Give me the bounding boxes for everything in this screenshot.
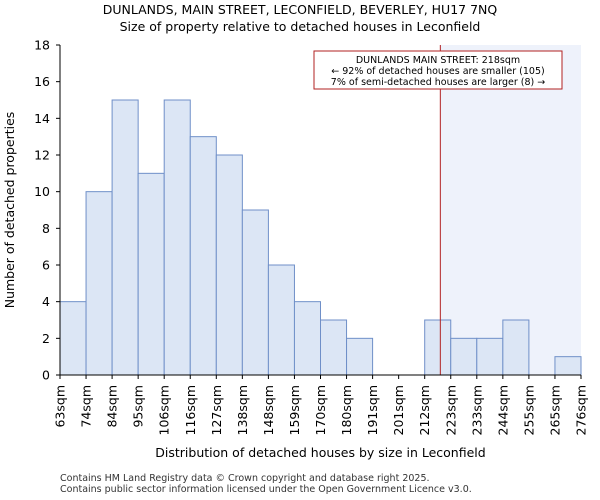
bars-group bbox=[59, 99, 582, 376]
bar-170sqm bbox=[320, 319, 348, 376]
footer-line-2: Contains public sector information licen… bbox=[60, 484, 472, 495]
bar-106sqm bbox=[163, 99, 191, 376]
x-tick-label: 233sqm bbox=[469, 385, 484, 435]
x-tick-label: 191sqm bbox=[365, 385, 380, 435]
y-ticks-group: 0 2 4 6 8 10 12 14 16 18 bbox=[34, 38, 60, 383]
bar-223sqm bbox=[450, 337, 478, 376]
bar-244sqm bbox=[502, 319, 530, 376]
x-tick-label: 255sqm bbox=[521, 385, 536, 435]
title-line-2: Size of property relative to detached ho… bbox=[120, 19, 481, 34]
bar-148sqm bbox=[267, 264, 295, 376]
x-tick-label: 201sqm bbox=[391, 385, 406, 435]
x-axis-label: Distribution of detached houses by size … bbox=[155, 445, 485, 460]
bar-233sqm bbox=[476, 337, 504, 376]
annotation-line-2: ← 92% of detached houses are smaller (10… bbox=[331, 66, 544, 77]
x-tick-label: 223sqm bbox=[443, 385, 458, 435]
bar-180sqm bbox=[346, 337, 374, 376]
y-tick-label: 18 bbox=[34, 38, 50, 53]
x-tick-label: 244sqm bbox=[495, 385, 510, 435]
y-tick-label: 16 bbox=[34, 74, 50, 89]
x-tick-label: 159sqm bbox=[287, 385, 302, 435]
bar-138sqm bbox=[241, 209, 269, 376]
y-axis-label: Number of detached properties bbox=[2, 112, 17, 309]
x-tick-label: 116sqm bbox=[183, 385, 198, 435]
x-tick-label: 127sqm bbox=[209, 385, 224, 435]
title-line-1: DUNLANDS, MAIN STREET, LECONFIELD, BEVER… bbox=[103, 2, 498, 17]
bar-212sqm bbox=[424, 319, 452, 376]
bar-127sqm bbox=[215, 154, 243, 376]
x-tick-label: 84sqm bbox=[105, 385, 120, 428]
y-tick-label: 4 bbox=[42, 294, 50, 309]
x-tick-label: 276sqm bbox=[574, 385, 589, 435]
annotation-border bbox=[313, 50, 563, 90]
y-tick-label: 0 bbox=[42, 368, 50, 383]
x-tick-label: 138sqm bbox=[235, 385, 250, 435]
bar-116sqm bbox=[189, 136, 217, 376]
y-tick-label: 6 bbox=[42, 258, 50, 273]
annotation-line-1: DUNLANDS MAIN STREET: 218sqm bbox=[356, 55, 520, 66]
bar-265sqm bbox=[554, 356, 582, 376]
bar-95sqm bbox=[137, 172, 165, 376]
x-tick-label: 212sqm bbox=[417, 385, 432, 435]
y-tick-label: 14 bbox=[34, 111, 50, 126]
y-tick-label: 12 bbox=[34, 148, 50, 163]
y-tick-label: 2 bbox=[42, 331, 50, 346]
x-tick-label: 95sqm bbox=[131, 385, 146, 428]
x-ticks-group: 63sqm 74sqm 84sqm 95sqm 106sqm 116sqm 127sqm 13… bbox=[53, 375, 589, 435]
chart-title: DUNLANDS, MAIN STREET, LECONFIELD, BEVER… bbox=[103, 2, 498, 34]
footer: Contains HM Land Registry data © Crown c… bbox=[60, 473, 472, 495]
y-tick-label: 10 bbox=[34, 184, 50, 199]
bar-84sqm bbox=[111, 99, 139, 376]
x-tick-label: 180sqm bbox=[339, 385, 354, 435]
bar-63sqm bbox=[59, 301, 87, 376]
x-tick-label: 170sqm bbox=[313, 385, 328, 435]
x-tick-label: 63sqm bbox=[53, 385, 68, 428]
x-tick-label: 265sqm bbox=[547, 385, 562, 435]
annotation-box: DUNLANDS MAIN STREET: 218sqm ← 92% of de… bbox=[313, 50, 563, 90]
annotation-line-3: 7% of semi-detached houses are larger (8… bbox=[331, 77, 545, 88]
x-tick-label: 148sqm bbox=[261, 385, 276, 435]
x-tick-label: 106sqm bbox=[157, 385, 172, 435]
bar-74sqm bbox=[85, 191, 113, 376]
bar-159sqm bbox=[293, 301, 322, 376]
footer-line-1: Contains HM Land Registry data © Crown c… bbox=[60, 473, 430, 484]
y-tick-label: 8 bbox=[42, 221, 50, 236]
x-tick-label: 74sqm bbox=[79, 385, 94, 428]
